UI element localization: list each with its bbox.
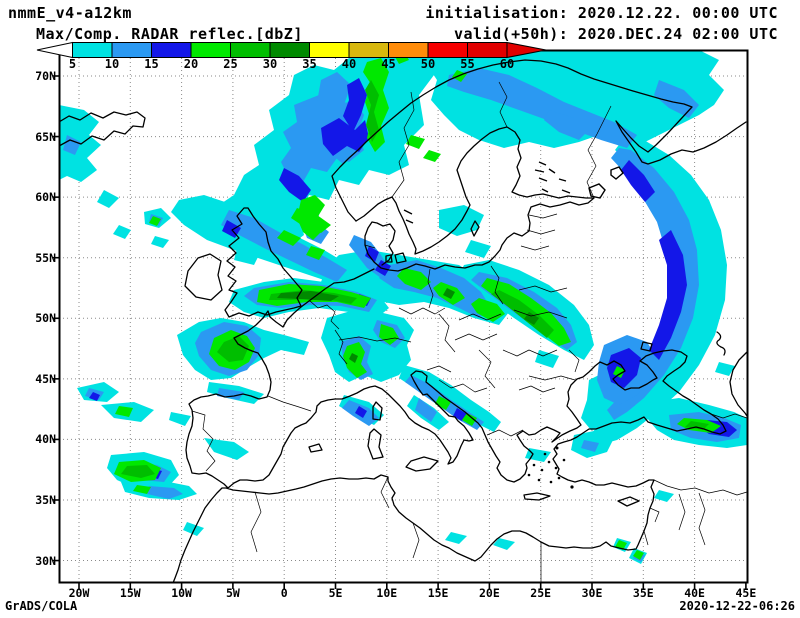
norway-barents-coast [332,60,746,221]
lon-label: 15E [427,586,449,600]
colorbar-tick-label: 50 [420,57,436,71]
lake-onega [611,167,623,179]
sicily-coast [406,457,438,471]
mainland-mediterranean-coast [173,269,726,583]
anatolia-lakes [771,460,790,471]
great-britain-coast [225,208,302,317]
europe-map [59,50,748,583]
colorbar-tick-label: 15 [144,57,159,71]
coastlines [59,60,747,583]
lon-label: 35E [632,586,654,600]
iceland-coast [59,112,145,146]
lake-ladoga [589,184,605,198]
colorbar-tick-label: 30 [262,57,278,71]
colorbar-segment [428,43,468,58]
lon-label: 5W [225,586,240,600]
colorbar-segment [231,43,271,58]
grads-credit: GrADS/COLA [5,599,78,613]
crete-coast [524,493,550,500]
corsica-coast [373,402,382,420]
colorbar-tick-label: 20 [183,57,199,71]
lon-label: 25E [530,586,552,600]
gotland-coast [471,221,479,236]
lat-label: 65N [35,129,56,144]
country-borders [192,82,747,583]
colorbar-tick-label: 45 [381,57,396,71]
colorbar-segment [389,43,429,58]
lon-label: 40E [684,586,705,600]
colorbar-segment [468,43,508,58]
lat-label: 35N [35,492,56,507]
colorbar-tick-label: 35 [302,57,317,71]
lon-label: 10W [171,586,192,600]
colorbar-tick-label: 25 [223,57,238,71]
lon-label: 5E [328,586,343,600]
valid-time-label: valid(+50h): 2020.DEC.24 02:00 UTC [453,25,778,43]
colorbar-tick-label: 10 [104,57,120,71]
baltic-coast [356,127,594,271]
swedish-lakes [404,210,413,223]
lon-label: 15W [119,586,141,600]
colorbar-segment [112,43,152,58]
over-range-arrow [507,43,546,58]
colorbar-segment [349,43,389,58]
colorbar-tick-label: 5 [68,57,77,71]
lon-label: 20E [479,586,500,600]
cyprus-coast [618,497,639,506]
colorbar-segment [270,43,310,58]
lon-label: 20W [68,586,90,600]
caspian-coast [730,352,747,416]
lon-label: 0 [280,586,288,600]
volga-squiggle [717,332,725,355]
colorbar-segment [152,43,192,58]
under-range-arrow [37,43,73,58]
colorbar-tick-label: 40 [341,57,357,71]
aegean-islands [527,446,574,489]
echo-darkgreen-layer [277,288,539,363]
echo-darkblue-layer [89,78,737,479]
creation-timestamp: 2020-12-22-06:26 [679,599,795,613]
lat-label: 70N [35,69,56,83]
lat-label: 55N [35,250,56,265]
lon-label: 30E [581,586,603,600]
ireland-coast [185,254,222,300]
mallorca-coast [309,444,322,452]
colorbar-segment [191,43,231,58]
colorbar-segment [73,43,113,58]
lon-label: 10E [376,586,398,600]
lat-label: 60N [35,190,56,205]
colorbar-tick-label: 60 [499,57,515,71]
lat-label: 50N [35,311,56,326]
lat-label: 40N [35,432,56,447]
axis-ticks [53,76,746,589]
zealand-coast [395,253,406,263]
lat-label: 30N [35,553,56,568]
dnieper-reservoir [641,342,652,351]
fyn-coast [386,255,392,262]
reflectivity-colorbar [36,42,548,59]
lon-label: 45E [735,586,757,600]
field-title: Max/Comp. RADAR reflec.[dbZ] [36,25,303,43]
model-title: nmmE_v4-a12km [8,4,132,22]
lakes [404,162,790,471]
init-time-label: initialisation: 2020.12.22. 00:00 UTC [425,4,778,22]
sardinia-coast [368,429,383,459]
colorbar-tick-label: 55 [460,57,475,71]
lat-label: 45N [35,371,56,386]
colorbar-segment [310,43,350,58]
